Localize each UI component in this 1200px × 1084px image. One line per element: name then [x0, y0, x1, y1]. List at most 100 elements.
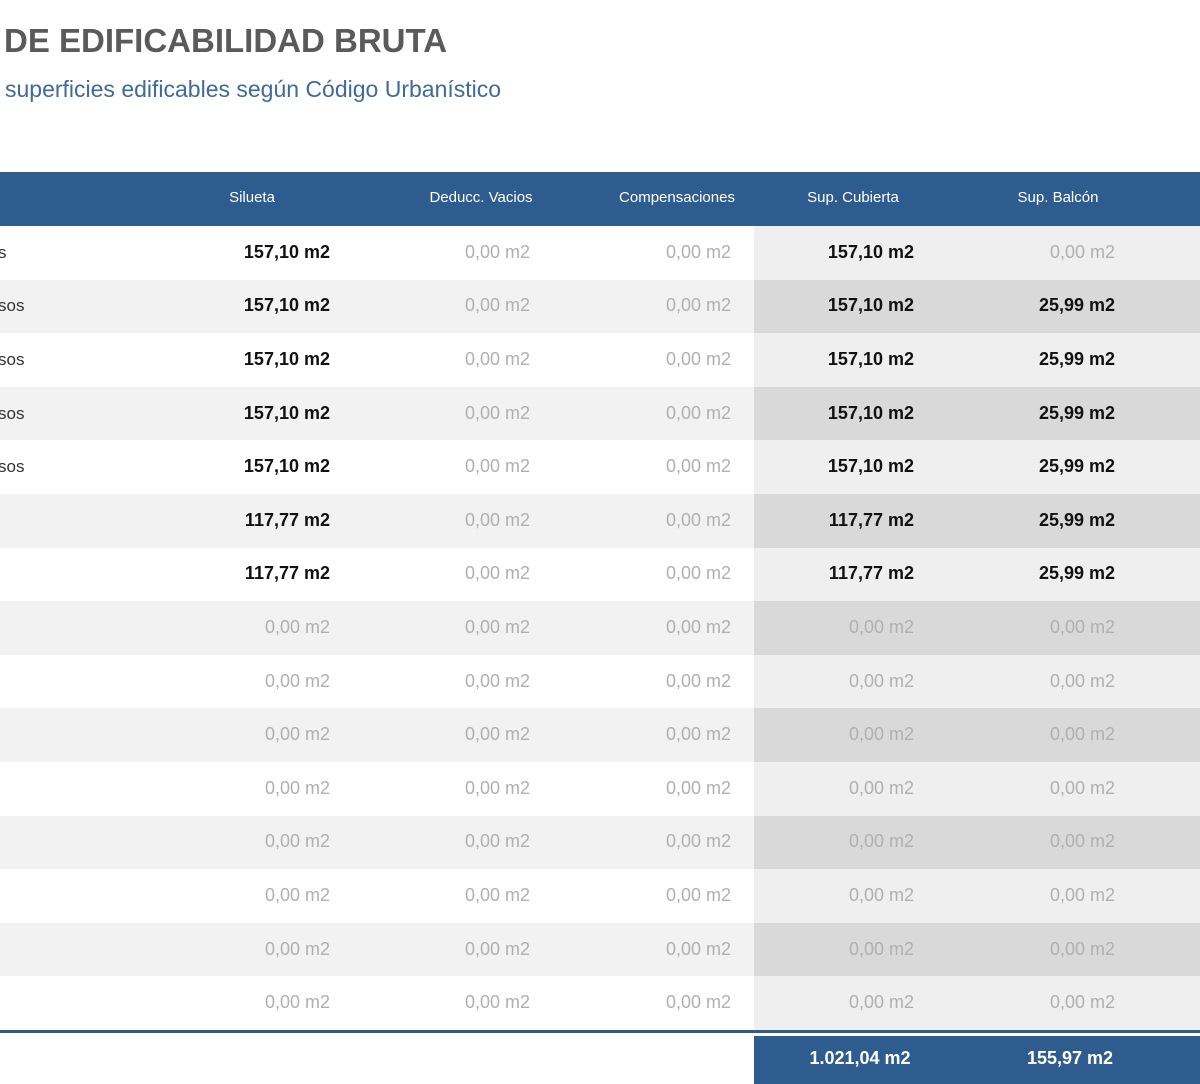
cell: 0,00 m2 — [665, 992, 731, 1013]
highlight-bg — [754, 226, 1200, 280]
table-row: 0,00 m2 0,00 m2 0,00 m2 0,00 m2 0,00 m2 — [0, 654, 1200, 709]
subtitle: superficies edificables según Código Urb… — [5, 76, 502, 102]
column-header: Sup. Cubierta — [807, 189, 899, 206]
cell: 0,00 m2 — [464, 616, 530, 637]
cell: 25,99 m2 — [1038, 295, 1115, 316]
cell: 157,10 m2 — [827, 241, 914, 262]
column-header: Sup. Balcón — [1017, 189, 1099, 206]
cell: 117,77 m2 — [244, 509, 330, 530]
title: DE EDIFICABILIDAD BRUTA — [4, 22, 448, 59]
total: 1.021,04 m2 — [809, 1048, 911, 1068]
cell: 0,00 m2 — [464, 777, 530, 798]
cell: 0,00 m2 — [464, 509, 530, 530]
totals-bar: 1.021,04 m2 155,97 m2 — [754, 1036, 1200, 1084]
cell: 0,00 m2 — [464, 992, 530, 1013]
cell: 157,10 m2 — [243, 402, 330, 423]
cell: 25,99 m2 — [1038, 563, 1115, 584]
cell: 0,00 m2 — [848, 884, 914, 905]
divider — [0, 1030, 1200, 1033]
cell: 0,00 m2 — [1049, 616, 1115, 637]
cell: 25,99 m2 — [1038, 348, 1115, 369]
total: 155,97 m2 — [1026, 1048, 1114, 1068]
cell: 0,00 m2 — [1049, 777, 1115, 798]
cell: 0,00 m2 — [264, 670, 330, 691]
highlight-bg — [754, 708, 1200, 762]
table-row: 0,00 m2 0,00 m2 0,00 m2 0,00 m2 0,00 m2 — [0, 601, 1200, 655]
table-row: 0,00 m2 0,00 m2 0,00 m2 0,00 m2 0,00 m2 — [0, 869, 1200, 923]
highlight-bg — [754, 654, 1200, 709]
table-row: sos 157,10 m2 0,00 m2 0,00 m2 157,10 m2 25,99… — [0, 440, 1200, 494]
cell: 0,00 m2 — [848, 670, 914, 691]
table-row: sos 157,10 m2 0,00 m2 0,00 m2 157,10 m2 25,99… — [0, 333, 1200, 387]
cell: 0,00 m2 — [848, 777, 914, 798]
highlight-bg — [754, 494, 1200, 548]
cell: 0,00 m2 — [464, 724, 530, 745]
cell: 0,00 m2 — [1049, 884, 1115, 905]
column-header: Silueta — [229, 189, 275, 206]
cell: 25,99 m2 — [1038, 456, 1115, 477]
cell: 0,00 m2 — [665, 348, 731, 369]
cell: 0,00 m2 — [264, 938, 330, 959]
cell: 117,77 m2 — [828, 509, 914, 530]
cell: 25,99 m2 — [1038, 509, 1115, 530]
cell: 157,10 m2 — [243, 348, 330, 369]
cell: 0,00 m2 — [264, 992, 330, 1013]
cell: 0,00 m2 — [665, 295, 731, 316]
cell: 157,10 m2 — [827, 456, 914, 477]
cell: 0,00 m2 — [264, 616, 330, 637]
cell: 0,00 m2 — [848, 992, 914, 1013]
cell: 157,10 m2 — [827, 348, 914, 369]
cell: 0,00 m2 — [665, 831, 731, 852]
highlight-bg — [754, 762, 1200, 816]
cell: 0,00 m2 — [464, 831, 530, 852]
cell: 0,00 m2 — [264, 831, 330, 852]
cell: 157,10 m2 — [827, 295, 914, 316]
cell: 0,00 m2 — [1049, 241, 1115, 262]
cell: 117,77 m2 — [828, 563, 914, 584]
cell: 0,00 m2 — [1049, 938, 1115, 959]
cell: 0,00 m2 — [264, 777, 330, 798]
table-row: 117,77 m2 0,00 m2 0,00 m2 117,77 m2 25,99 m2 — [0, 494, 1200, 548]
cell: 0,00 m2 — [665, 563, 731, 584]
cell: 0,00 m2 — [665, 938, 731, 959]
cell: 0,00 m2 — [848, 724, 914, 745]
cell: 0,00 m2 — [665, 456, 731, 477]
cell: 0,00 m2 — [665, 670, 731, 691]
row-label: sos — [0, 457, 25, 477]
highlight-bg — [754, 601, 1200, 655]
cell: 0,00 m2 — [264, 724, 330, 745]
highlight-bg — [754, 279, 1200, 334]
cell: 0,00 m2 — [665, 616, 731, 637]
row-label: sos — [0, 403, 25, 423]
table-row: 0,00 m2 0,00 m2 0,00 m2 0,00 m2 0,00 m2 — [0, 976, 1200, 1030]
cell: 0,00 m2 — [848, 831, 914, 852]
cell: 0,00 m2 — [1049, 724, 1115, 745]
cell: 0,00 m2 — [665, 509, 731, 530]
cell: 0,00 m2 — [464, 456, 530, 477]
cell: 0,00 m2 — [464, 348, 530, 369]
table-row: sos 157,10 m2 0,00 m2 0,00 m2 157,10 m2 25,99… — [0, 279, 1200, 334]
table-header: Silueta Deducc. Vacios Compensaciones Sup. … — [0, 172, 1200, 226]
table-row: 0,00 m2 0,00 m2 0,00 m2 0,00 m2 0,00 m2 — [0, 708, 1200, 762]
cell: 157,10 m2 — [243, 456, 330, 477]
highlight-bg — [754, 333, 1200, 387]
cell: 0,00 m2 — [464, 670, 530, 691]
highlight-bg — [754, 386, 1200, 441]
table-row: sos 157,10 m2 0,00 m2 0,00 m2 157,10 m2 25,99… — [0, 386, 1200, 441]
cell: 0,00 m2 — [1049, 670, 1115, 691]
column-header: Deducc. Vacios — [429, 189, 533, 206]
highlight-bg — [754, 869, 1200, 923]
cell: 157,10 m2 — [827, 402, 914, 423]
cell: 0,00 m2 — [665, 402, 731, 423]
cell: 0,00 m2 — [464, 563, 530, 584]
cell: 0,00 m2 — [848, 616, 914, 637]
highlight-bg — [754, 440, 1200, 494]
cell: 0,00 m2 — [665, 884, 731, 905]
highlight-bg — [754, 976, 1200, 1030]
cell: 25,99 m2 — [1038, 402, 1115, 423]
table-row: 117,77 m2 0,00 m2 0,00 m2 117,77 m2 25,99 m2 — [0, 547, 1200, 602]
cell: 0,00 m2 — [464, 241, 530, 262]
row-label: s — [0, 242, 7, 262]
cell: 0,00 m2 — [1049, 831, 1115, 852]
